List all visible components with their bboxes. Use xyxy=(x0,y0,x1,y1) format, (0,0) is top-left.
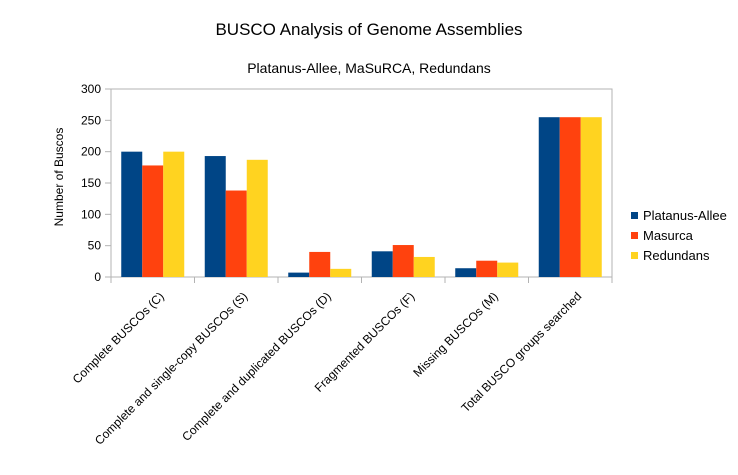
bar-redundans xyxy=(413,256,435,277)
bar-masurca xyxy=(559,117,581,277)
bar-redundans xyxy=(497,262,519,277)
legend-label: Masurca xyxy=(643,228,694,243)
bar-masurca xyxy=(476,260,498,277)
x-category-label: Complete BUSCOs (C) xyxy=(70,289,167,386)
y-tick-label: 250 xyxy=(81,113,101,127)
legend-swatch xyxy=(631,232,638,239)
legend-swatch xyxy=(631,252,638,259)
bar-masurca xyxy=(392,245,414,277)
y-tick-label: 0 xyxy=(94,270,101,284)
bar-redundans xyxy=(580,117,602,277)
y-tick-label: 200 xyxy=(81,145,101,159)
chart-title: BUSCO Analysis of Genome Assemblies xyxy=(215,20,522,39)
y-tick-label: 100 xyxy=(81,207,101,221)
plot-frame xyxy=(110,88,613,278)
y-axis-title: Number of Buscos xyxy=(52,128,66,227)
x-category-label: Complete and single-copy BUSCOs (S) xyxy=(92,289,250,447)
bar-platanus-allee xyxy=(288,272,310,277)
bar-masurca xyxy=(225,190,247,277)
x-category-label: Missing BUSCOs (M) xyxy=(410,289,501,380)
bar-platanus-allee xyxy=(371,251,393,277)
legend-label: Platanus-Allee xyxy=(643,208,727,223)
x-category-label: Complete and duplicated BUSCOs (D) xyxy=(179,289,334,444)
chart-subtitle: Platanus-Allee, MaSuRCA, Redundans xyxy=(247,60,491,76)
bar-masurca xyxy=(309,251,331,277)
bar-redundans xyxy=(330,268,352,277)
bar-masurca xyxy=(142,165,164,277)
bar-redundans xyxy=(246,159,268,277)
legend: Platanus-Allee Masurca Redundans xyxy=(631,208,727,263)
y-tick-label: 50 xyxy=(88,239,102,253)
bar-platanus-allee xyxy=(538,117,560,277)
bar-redundans xyxy=(163,151,185,277)
plot-area: 0 50 100 150 200 250 300 Complete BUSCOs (C)Com… xyxy=(70,82,613,448)
legend-label: Redundans xyxy=(643,248,710,263)
y-tick-label: 150 xyxy=(81,176,101,190)
legend-swatch xyxy=(631,212,638,219)
bar-platanus-allee xyxy=(455,268,477,277)
bar-platanus-allee xyxy=(121,151,143,277)
y-tick-label: 300 xyxy=(81,82,101,96)
bar-platanus-allee xyxy=(204,156,226,277)
